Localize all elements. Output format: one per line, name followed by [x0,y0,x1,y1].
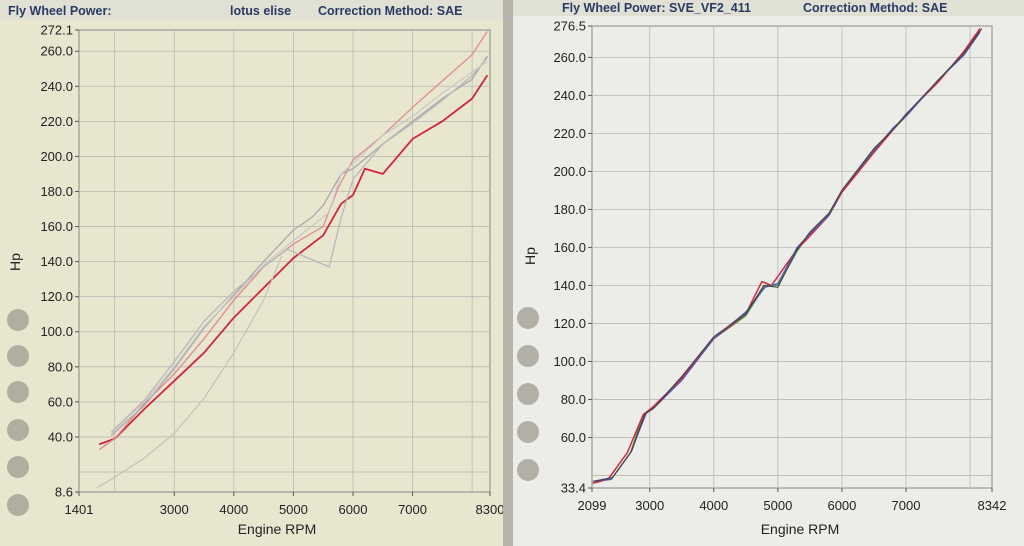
chart-left-y-tick-label: 160.0 [40,219,73,234]
chart-right-y-tick-label: 140.0 [553,278,586,293]
chart-right-y-tick-label: 33.4 [561,481,586,496]
chart-left-background [0,0,503,546]
chart-right-series [592,28,983,484]
chart-left-y-tick-label: 120.0 [40,289,73,304]
binder-hole [517,421,539,443]
chart-right-x-tick-label: 4000 [699,498,728,513]
binder-hole [517,459,539,481]
chart-right-header-left: Fly Wheel Power: SVE_VF2_411 [562,1,751,15]
binder-holes [7,309,29,516]
chart-right-y-tick-label: 160.0 [553,240,586,255]
chart-right-y-tick-label: 100.0 [553,354,586,369]
binder-hole [517,345,539,367]
chart-right-plot-frame [591,25,993,489]
chart-left-y-tick-label: 260.0 [40,44,73,59]
chart-left-y-tick-label: 60.0 [48,394,73,409]
chart-right-y-tick-label: 120.0 [553,316,586,331]
chart-left-series-gray-3 [111,61,488,434]
chart-left-series-gray-lower [96,255,283,489]
chart-right: Fly Wheel Power: SVE_VF2_411 Correction … [513,0,1024,546]
chart-right-x-tick-label: 2099 [578,498,607,513]
chart-right-y-tick-label: 220.0 [553,126,586,141]
chart-left-series-red-light [99,31,488,450]
binder-holes [517,307,539,481]
chart-right-x-tick-label: 6000 [827,498,856,513]
chart-left-header-left: Fly Wheel Power: [8,4,112,18]
chart-right-x-tick-label: 7000 [892,498,921,513]
chart-left-y-tick-label: 40.0 [48,429,73,444]
chart-right-series-dark [593,28,983,482]
chart-left-x-tick-label: 4000 [219,502,248,517]
chart-left-y-tick-label: 220.0 [40,114,73,129]
chart-left-y-tick-label: 272.1 [40,23,73,38]
chart-left-x-tick-label: 6000 [339,502,368,517]
chart-left-y-tick-label: 8.6 [55,485,73,500]
chart-right-x-axis-title: Engine RPM [761,521,840,537]
binder-hole [7,456,29,478]
chart-right-background [513,0,1024,546]
binder-hole [517,383,539,405]
chart-left-y-tick-label: 180.0 [40,184,73,199]
chart-right-y-tick-label: 80.0 [561,392,586,407]
chart-left-x-tick-label: 3000 [160,502,189,517]
chart-left-header-right: Correction Method: SAE [318,4,462,18]
chart-right-x-ticks: 2099 3000 4000 5000 6000 7000 8342 [578,488,1007,513]
chart-left-y-tick-label: 80.0 [48,359,73,374]
chart-right-y-tick-label: 240.0 [553,88,586,103]
chart-right-x-tick-label: 8342 [978,498,1007,513]
chart-left-y-tick-label: 200.0 [40,149,73,164]
chart-left-plot-frame [78,29,491,493]
panel-divider [503,0,513,546]
chart-right-x-tick-label: 5000 [763,498,792,513]
binder-hole [7,494,29,516]
chart-left-series-gray-2 [111,57,488,433]
chart-left-x-ticks: 1401 3000 4000 5000 6000 7000 8300 [65,492,505,517]
chart-right-y-tick-label: 180.0 [553,202,586,217]
chart-right-y-tick-label: 260.0 [553,50,586,65]
chart-right-header-bar [513,0,1024,16]
chart-left-x-tick-label: 1401 [65,502,94,517]
chart-left-series-gray-1 [111,55,488,436]
chart-left-x-tick-label: 8300 [476,502,505,517]
chart-left-x-axis-title: Engine RPM [238,521,317,537]
chart-left-grid [78,29,491,493]
chart-left-header-bar [0,0,503,20]
binder-hole [7,345,29,367]
chart-left-y-tick-label: 240.0 [40,79,73,94]
chart-left-y-tick-label: 100.0 [40,324,73,339]
chart-right-y-tick-label: 276.5 [553,19,586,34]
binder-hole [7,309,29,331]
binder-hole [517,307,539,329]
chart-left-x-tick-label: 7000 [398,502,427,517]
chart-left-y-ticks: 8.6 40.0 60.0 80.0 100.0 120.0 140.0 160.0 180.0… [40,23,79,500]
chart-left-y-axis-title: Hp [7,253,23,271]
chart-right-y-axis-title: Hp [522,247,538,265]
chart-left-series [96,31,488,489]
chart-right-x-tick-label: 3000 [635,498,664,513]
chart-right-header-right: Correction Method: SAE [803,1,947,15]
chart-left-y-tick-label: 140.0 [40,254,73,269]
chart-left: Fly Wheel Power: lotus elise Correction … [0,0,504,546]
chart-right-y-tick-label: 60.0 [561,430,586,445]
chart-left-series-red-dark [98,74,488,445]
binder-hole [7,419,29,441]
chart-left-header-middle: lotus elise [230,4,291,18]
chart-left-x-tick-label: 5000 [279,502,308,517]
binder-hole [7,381,29,403]
chart-right-y-ticks: 33.4 60.0 80.0 100.0 120.0 140.0 160.0 180.0 200… [553,19,592,496]
chart-right-y-tick-label: 200.0 [553,164,586,179]
